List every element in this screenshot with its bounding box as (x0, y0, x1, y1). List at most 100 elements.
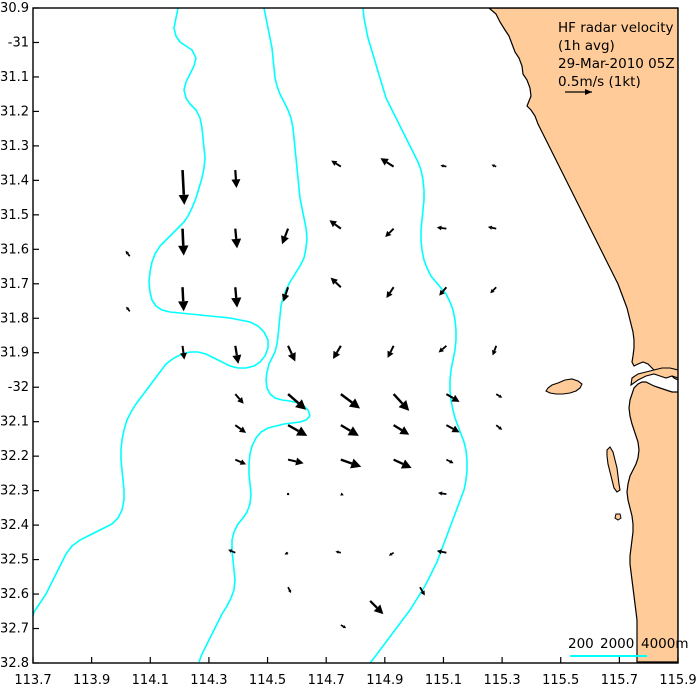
velocity-vector (340, 624, 347, 629)
depth-label-2000: 2000 (600, 636, 634, 652)
velocity-vector-field (125, 158, 503, 629)
map-content (33, 8, 678, 663)
depth-label-4000m: 4000m (641, 636, 689, 652)
depth-contour-200m (362, 8, 468, 663)
velocity-vector (445, 458, 454, 464)
velocity-vector (281, 228, 290, 245)
y-tick-label: -30.9 (0, 1, 29, 16)
y-tick-label: -31.9 (0, 346, 29, 361)
velocity-vector (380, 158, 395, 168)
velocity-vector (284, 551, 289, 555)
velocity-vector (286, 492, 290, 496)
velocity-vector (234, 393, 244, 404)
y-tick-label: -31.5 (0, 208, 29, 223)
x-tick-label: 114.5 (249, 673, 286, 688)
velocity-vector (126, 306, 131, 312)
x-tick-label: 115.5 (542, 673, 579, 688)
y-axis-ticks (33, 7, 39, 664)
velocity-vector (231, 287, 242, 308)
scale-arrow-icon (565, 89, 592, 95)
velocity-vector (438, 345, 447, 353)
legend-line-1: HF radar velocity (558, 20, 673, 36)
rottnest-island (545, 378, 583, 395)
y-axis-tick-labels: -30.9 -31 -31.1 -31.2 -31.3 -31.4 -31.5 -31.6 -3… (0, 1, 29, 671)
y-tick-label: -31.3 (0, 139, 29, 154)
velocity-vector (388, 551, 395, 556)
velocity-vector (231, 169, 241, 189)
velocity-vector (333, 345, 342, 360)
velocity-vector (436, 549, 447, 555)
depth-contour-2000m (198, 8, 311, 663)
small-islet (614, 513, 622, 521)
y-tick-label: -31.1 (0, 70, 29, 85)
depth-contour-4000m (33, 8, 269, 617)
velocity-vector (340, 424, 359, 436)
velocity-vector (287, 586, 292, 594)
velocity-vector (329, 220, 342, 230)
velocity-vector (178, 228, 189, 256)
velocity-vector (495, 393, 503, 398)
legend-annotation: HF radar velocity (1h avg) 29-Mar-2010 0… (558, 20, 675, 95)
depth-label-200: 200 (568, 636, 594, 652)
y-tick-label: -31.6 (0, 242, 29, 257)
y-tick-label: -32 (8, 380, 29, 395)
velocity-vector (439, 286, 448, 296)
y-tick-label: -31.2 (0, 104, 29, 119)
y-tick-label: -31.4 (0, 173, 29, 188)
velocity-vector (178, 169, 189, 205)
velocity-vector (287, 345, 296, 362)
y-tick-label: -32.7 (0, 622, 29, 637)
velocity-vector (287, 393, 307, 410)
velocity-vector (386, 286, 395, 299)
velocity-vector (392, 393, 410, 411)
x-tick-label: 114.9 (366, 673, 403, 688)
x-axis-tick-labels: 113.7 113.9 114.1 114.3 114.5 114.7 114.9 115.1… (14, 673, 696, 688)
y-tick-label: -32.1 (0, 415, 29, 430)
velocity-vector (385, 227, 395, 238)
velocity-vector (491, 164, 497, 168)
velocity-vector (369, 600, 384, 615)
velocity-vector (231, 228, 242, 249)
coastal-detail-north (630, 367, 678, 387)
velocity-vector (330, 277, 342, 288)
x-axis-ticks (32, 657, 679, 663)
x-tick-label: 113.9 (73, 673, 110, 688)
velocity-vector (437, 491, 447, 496)
velocity-vector (491, 345, 498, 356)
y-tick-label: -32.2 (0, 449, 29, 464)
velocity-vector (340, 492, 344, 496)
velocity-vector (178, 287, 189, 312)
velocity-vector (490, 286, 497, 294)
depth-legend: 200 2000 4000m (568, 636, 689, 657)
legend-line-3: 29-Mar-2010 05Z (558, 56, 675, 72)
velocity-vector (340, 458, 362, 469)
velocity-vector (228, 549, 236, 554)
velocity-vector (440, 164, 447, 168)
x-tick-label: 115.3 (483, 673, 520, 688)
velocity-vector (393, 424, 410, 435)
plot-frame (32, 7, 679, 664)
velocity-vector (234, 424, 247, 433)
velocity-vector (234, 458, 247, 465)
x-tick-label: 113.7 (14, 673, 51, 688)
velocity-vector (335, 550, 342, 554)
x-tick-label: 115.1 (425, 673, 462, 688)
velocity-vector (445, 424, 460, 433)
y-tick-label: -32.8 (0, 656, 29, 671)
velocity-vector (487, 225, 497, 230)
velocity-vector (331, 160, 342, 168)
garden-island (606, 446, 621, 493)
velocity-vector (436, 225, 447, 231)
velocity-vector (340, 393, 361, 409)
velocity-vector (393, 458, 412, 469)
velocity-vector (419, 586, 425, 596)
y-tick-label: -31 (8, 35, 29, 50)
y-tick-label: -32.3 (0, 484, 29, 499)
y-tick-label: -31.7 (0, 277, 29, 292)
velocity-vector (445, 393, 460, 402)
velocity-vector (495, 424, 503, 430)
y-tick-label: -32.6 (0, 587, 29, 602)
legend-line-2: (1h avg) (558, 38, 615, 54)
